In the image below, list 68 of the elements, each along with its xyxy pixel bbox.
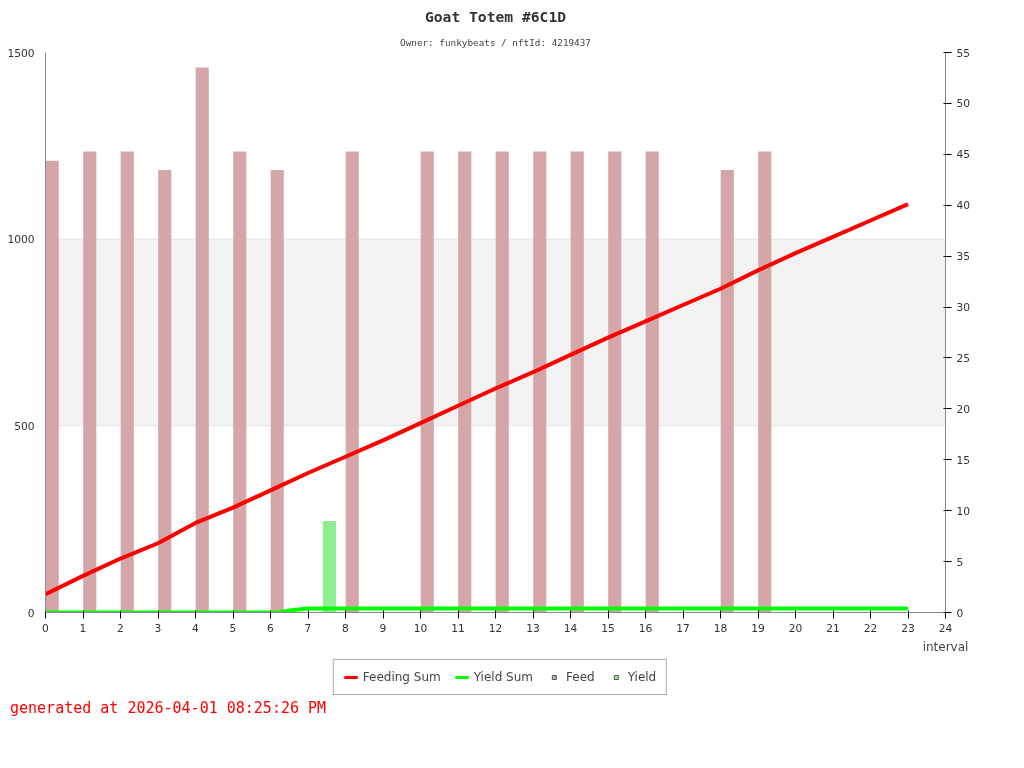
x-tick-label: 0 [42, 621, 50, 635]
y-tick-label: 500 [14, 419, 35, 433]
legend-label: Feed [566, 670, 595, 684]
y2-tick-label: 0 [956, 606, 964, 620]
bar [120, 151, 134, 613]
y-tick-label: 1500 [7, 46, 35, 60]
bar [83, 151, 97, 613]
y2-tick-label: 55 [956, 46, 971, 60]
x-tick-label: 1 [79, 621, 87, 635]
y2-tick-label: 35 [956, 250, 971, 264]
x-tick-label: 15 [601, 621, 615, 635]
legend-label: Feeding Sum [362, 670, 441, 684]
bar [645, 151, 659, 613]
x-tick-label: 11 [451, 621, 465, 635]
x-tick-label: 6 [267, 621, 275, 635]
bar [345, 151, 359, 613]
x-tick-label: 24 [938, 621, 953, 635]
bar [233, 151, 247, 613]
text: generated at 2026-04-01 08:25:26 PM [10, 698, 327, 719]
x-tick-label: 14 [563, 621, 578, 635]
x-tick-label: 23 [901, 621, 915, 635]
x-tick-label: 3 [154, 621, 162, 635]
legend-label: Yield [627, 670, 657, 684]
y2-tick-label: 10 [956, 504, 971, 518]
x-tick-label: 8 [342, 621, 350, 635]
y2-tick-label: 20 [956, 402, 971, 416]
line-series [45, 202, 910, 597]
bar [758, 151, 772, 613]
x-tick-label: 7 [304, 621, 312, 635]
y-tick-label: 1000 [7, 233, 35, 247]
x-axis-title: interval [922, 639, 969, 654]
y2-tick-label: 50 [956, 97, 971, 111]
bar [458, 151, 472, 613]
bar [45, 160, 59, 613]
x-tick-label: 22 [863, 621, 878, 635]
bar [533, 151, 547, 613]
bar [495, 151, 509, 613]
x-tick-label: 9 [379, 621, 387, 635]
x-tick-label: 20 [788, 621, 803, 635]
bar [270, 170, 284, 613]
bar [608, 151, 622, 613]
bar [322, 521, 336, 613]
x-tick-label: 10 [413, 621, 428, 635]
bar [195, 67, 209, 613]
y2-tick-label: 15 [956, 453, 971, 467]
legend-label: Yield Sum [473, 670, 533, 684]
x-tick-label: 21 [826, 621, 840, 635]
bar [720, 170, 734, 613]
x-tick-label: 18 [713, 621, 728, 635]
x-tick-label: 16 [638, 621, 653, 635]
y2-tick-label: 30 [956, 301, 971, 315]
x-tick-label: 12 [488, 621, 503, 635]
x-tick-label: 13 [526, 621, 540, 635]
y-tick-label: 0 [27, 606, 35, 620]
y2-tick-label: 45 [956, 148, 971, 162]
chart-title: Goat Totem #6C1D [424, 7, 567, 25]
y2-tick-label: 40 [956, 199, 971, 213]
bar [570, 151, 584, 613]
y2-tick-label: 25 [956, 351, 971, 365]
y2-tick-label: 5 [956, 555, 964, 569]
bar [158, 170, 172, 613]
x-tick-label: 19 [751, 621, 765, 635]
x-tick-label: 4 [192, 621, 200, 635]
bar [420, 151, 434, 613]
x-tick-label: 2 [117, 621, 124, 635]
x-tick-label: 17 [676, 621, 690, 635]
x-tick-label: 5 [229, 621, 237, 635]
chart-subtitle: Owner: funkybeats / nftId: 4219437 [400, 36, 591, 48]
